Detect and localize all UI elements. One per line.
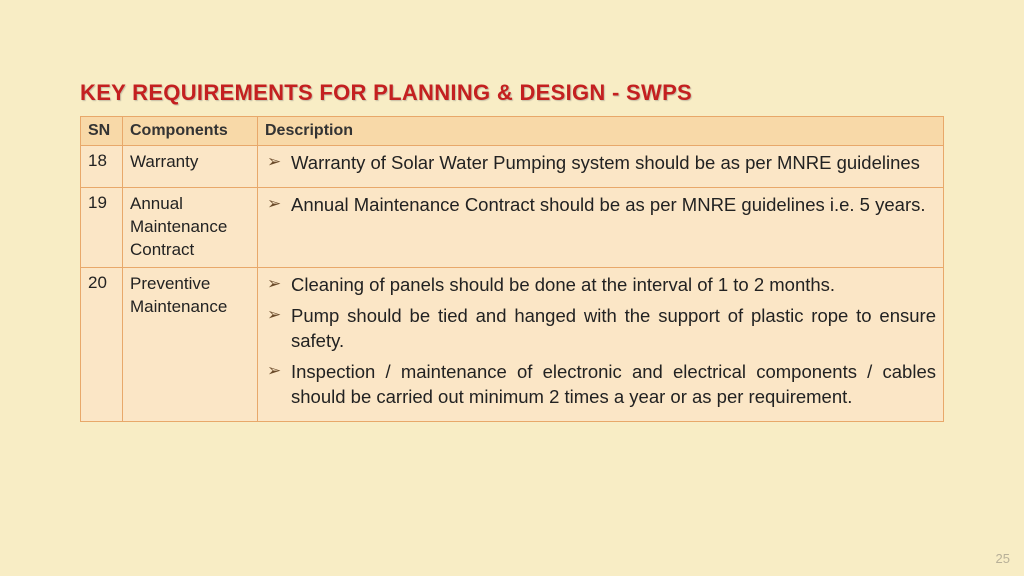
header-sn: SN: [81, 117, 123, 146]
cell-description: Warranty of Solar Water Pumping system s…: [258, 146, 944, 188]
table-row: 18 Warranty Warranty of Solar Water Pump…: [81, 146, 944, 188]
header-description: Description: [258, 117, 944, 146]
requirements-table: SN Components Description 18 Warranty Wa…: [80, 116, 944, 422]
table-row: 20 Preventive Maintenance Cleaning of pa…: [81, 267, 944, 421]
table-header-row: SN Components Description: [81, 117, 944, 146]
cell-description: Annual Maintenance Contract should be as…: [258, 187, 944, 267]
cell-description: Cleaning of panels should be done at the…: [258, 267, 944, 421]
page-number: 25: [996, 551, 1010, 566]
cell-component: Warranty: [123, 146, 258, 188]
desc-item: Cleaning of panels should be done at the…: [265, 273, 936, 298]
desc-item: Annual Maintenance Contract should be as…: [265, 193, 936, 218]
desc-item: Pump should be tied and hanged with the …: [265, 304, 936, 354]
cell-sn: 20: [81, 267, 123, 421]
cell-component: Preventive Maintenance: [123, 267, 258, 421]
cell-sn: 19: [81, 187, 123, 267]
table-row: 19 Annual Maintenance Contract Annual Ma…: [81, 187, 944, 267]
header-components: Components: [123, 117, 258, 146]
desc-item: Inspection / maintenance of electronic a…: [265, 360, 936, 410]
desc-item: Warranty of Solar Water Pumping system s…: [265, 151, 936, 176]
cell-component: Annual Maintenance Contract: [123, 187, 258, 267]
slide-title: KEY REQUIREMENTS FOR PLANNING & DESIGN -…: [80, 80, 944, 106]
cell-sn: 18: [81, 146, 123, 188]
